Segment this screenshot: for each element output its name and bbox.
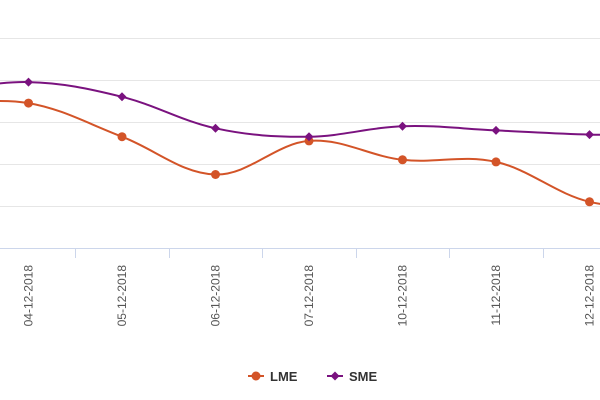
data-point-sme[interactable] <box>117 92 127 102</box>
x-axis-tick-labels: 04-12-2018 05-12-2018 06-12-2018 07-12-2018… <box>22 265 597 327</box>
series-layer <box>0 77 600 207</box>
legend: LME SME <box>248 369 378 384</box>
series-line-lme <box>0 100 600 205</box>
data-point-lme[interactable] <box>491 157 501 167</box>
legend-marker-sme <box>330 371 340 381</box>
series-line-sme <box>0 81 600 138</box>
x-tick-label: 07-12-2018 <box>302 265 316 327</box>
data-point-lme[interactable] <box>117 132 127 142</box>
x-tick-label: 05-12-2018 <box>115 265 129 327</box>
x-tick-label: 10-12-2018 <box>396 265 410 327</box>
data-point-sme[interactable] <box>304 132 314 142</box>
x-tick-label: 12-12-2018 <box>583 265 597 327</box>
x-tick-label: 04-12-2018 <box>22 265 36 327</box>
data-point-sme[interactable] <box>398 121 407 131</box>
gridlines <box>0 38 600 207</box>
x-axis-ticks <box>75 248 544 258</box>
data-point-lme[interactable] <box>398 155 407 165</box>
legend-label-sme: SME <box>349 369 378 384</box>
x-tick-label: 06-12-2018 <box>209 265 223 327</box>
data-point-lme[interactable] <box>24 98 33 108</box>
data-point-lme[interactable] <box>585 197 594 207</box>
data-point-sme[interactable] <box>491 125 501 135</box>
legend-label-lme: LME <box>270 369 298 384</box>
legend-marker-lme <box>251 371 261 381</box>
data-point-sme[interactable] <box>211 123 220 133</box>
x-tick-label: 11-12-2018 <box>489 265 503 326</box>
data-point-sme[interactable] <box>585 130 594 140</box>
legend-item-lme[interactable]: LME <box>248 369 298 384</box>
data-point-lme[interactable] <box>211 170 220 179</box>
legend-item-sme[interactable]: SME <box>327 369 378 384</box>
data-point-sme[interactable] <box>24 77 33 87</box>
